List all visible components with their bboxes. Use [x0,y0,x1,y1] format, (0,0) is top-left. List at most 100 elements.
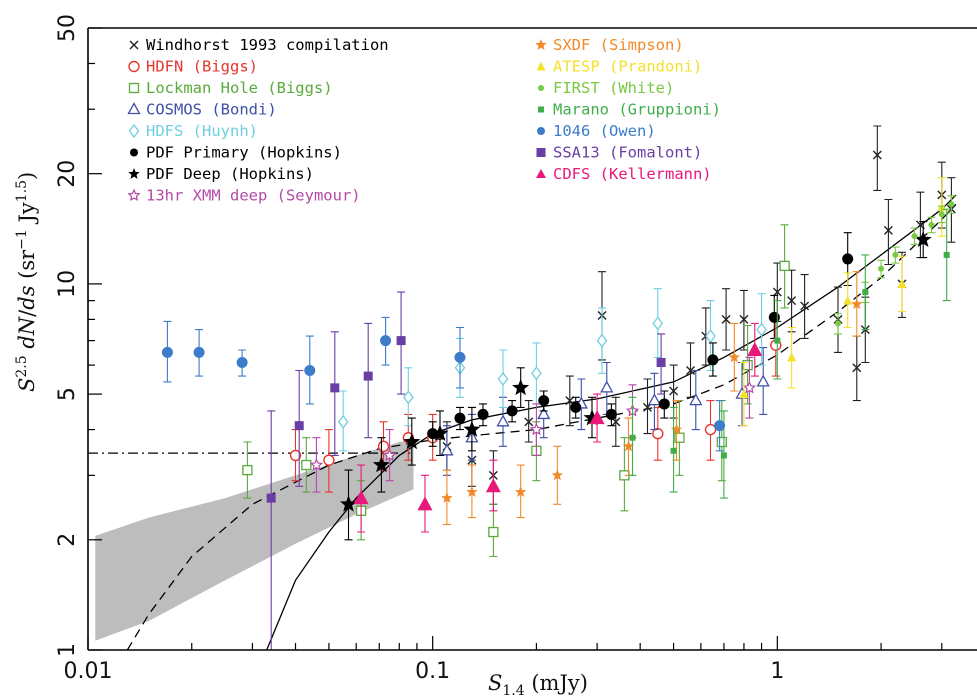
data-point [583,409,601,426]
x-axis-label: S1.4 (mJy) [488,671,588,698]
data-point [774,337,781,344]
legend-marker [127,102,141,115]
legend-entry: COSMOS (Bondi) [127,101,277,119]
data-point [537,407,551,420]
data-point [943,251,950,258]
data-point [330,383,340,393]
legend-label: CDFS (Kellermann) [553,165,712,183]
data-point [862,289,869,296]
data-point [589,410,605,425]
series-13 [266,291,666,650]
y-tick-label: 1 [55,643,80,657]
data-point [652,427,664,440]
data-point [403,390,414,405]
data-point [872,150,882,160]
legend-label: SSA13 (Fomalont) [553,144,702,162]
data-point [193,346,205,358]
series-12 [161,316,726,452]
data-point [551,469,563,481]
data-point [897,278,907,288]
data-point [928,221,935,228]
error-bar [873,125,882,191]
x-tick-label: 0.1 [415,659,450,684]
data-point [720,452,727,459]
y-tick-label: 5 [55,387,80,401]
data-point [309,458,324,471]
data-point [622,440,635,452]
data-point [878,265,885,272]
legend-marker [127,188,141,202]
legend-label: 13hr XMM deep (Seymour) [146,187,361,205]
data-point [747,341,763,356]
data-point [294,421,304,431]
data-point [596,333,608,348]
data-point [372,456,390,473]
data-point [323,454,335,466]
legend: Windhorst 1993 compilation HDFN (Biggs) Lo… [127,36,721,205]
data-point [892,251,899,258]
data-point [800,301,810,311]
data-point [353,490,369,505]
data-point [538,395,550,407]
series-11 [628,208,951,499]
data-point [304,365,316,377]
data-point [756,322,767,337]
data-point [377,440,390,453]
legend-entry: PDF Primary (Hopkins) [130,144,342,162]
model-band-area [95,439,414,641]
data-point [441,492,453,503]
data-point [380,335,392,347]
data-point [658,398,670,410]
data-point [514,486,527,497]
legend-marker [128,123,140,139]
x-tick-label: 0.01 [64,659,113,684]
data-point [337,414,349,429]
legend-marker [129,40,139,50]
data-point [716,436,727,448]
legend-entry: Marano (Gruppioni) [538,101,721,119]
y-tick-label: 20 [55,160,80,188]
legend-entry: HDFN (Biggs) [128,58,258,76]
legend-entry: Lockman Hole (Biggs) [128,79,333,97]
data-point [652,316,664,331]
data-point [689,393,703,406]
data-point [301,459,312,471]
data-point [911,233,918,240]
data-point [686,366,696,376]
data-point [488,526,499,538]
data-point [506,405,518,417]
data-point [363,371,373,381]
data-points [161,125,956,650]
legend-entry: Windhorst 1993 compilation [129,36,389,54]
data-point [742,359,753,371]
data-point [242,464,253,476]
data-point [236,356,248,368]
data-point [466,486,478,497]
series-7 [309,356,757,493]
data-point [669,386,679,396]
data-point [670,423,683,435]
data-point [629,434,636,441]
data-point [707,354,719,366]
data-point [728,351,740,363]
data-point [938,211,945,218]
data-point [739,314,749,324]
legend-label: Lockman Hole (Biggs) [146,79,333,97]
data-point [852,363,862,373]
error-bar [267,410,276,650]
data-point [496,414,510,427]
data-point [647,393,662,406]
legend-entry: ATESP (Prandoni) [536,58,702,76]
data-point [656,357,666,367]
series-14 [353,322,763,533]
data-point [396,336,406,346]
error-bar [884,198,893,266]
data-point [383,448,397,462]
series-1 [289,314,782,493]
data-point [531,366,542,381]
data-point [485,478,501,493]
data-point [440,443,454,456]
legend-marker [536,148,546,157]
series-8 [441,271,863,526]
series-4 [337,288,767,452]
